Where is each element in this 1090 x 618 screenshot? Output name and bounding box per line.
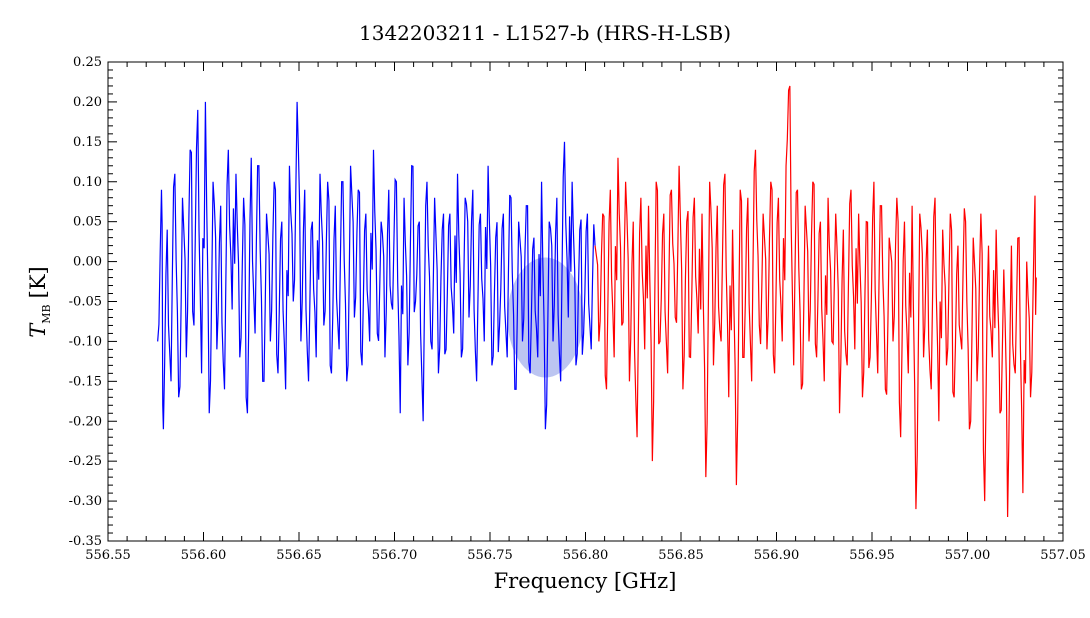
y-axis-label-unit: [K] bbox=[26, 266, 50, 298]
y-tick-label: 0.20 bbox=[73, 95, 102, 110]
x-tick-labels: 556.55 556.60 556.65 556.70 556.75 556.80 556.… bbox=[85, 548, 1086, 563]
x-tick-label: 556.70 bbox=[372, 548, 418, 563]
x-tick-label: 557.05 bbox=[1040, 548, 1086, 563]
series-line-0 bbox=[157, 101, 596, 430]
y-tick-label: -0.20 bbox=[69, 414, 102, 429]
y-tick-label: 0.00 bbox=[73, 255, 102, 270]
series-group bbox=[157, 85, 1037, 518]
x-tick-label: 556.95 bbox=[849, 548, 895, 563]
x-tick-label: 556.85 bbox=[658, 548, 704, 563]
x-tick-label: 556.80 bbox=[563, 548, 609, 563]
y-tick-label: -0.25 bbox=[69, 454, 102, 469]
y-tick-label: 0.15 bbox=[73, 135, 102, 150]
x-tick-label: 556.75 bbox=[467, 548, 513, 563]
series-line-1 bbox=[594, 85, 1037, 518]
x-axis-label: Frequency [GHz] bbox=[494, 569, 677, 593]
y-tick-labels: -0.35 -0.30 -0.25 -0.20 -0.15 -0.10 -0.05 0.00 0… bbox=[69, 55, 102, 549]
y-tick-label: -0.10 bbox=[69, 334, 102, 349]
plot-frame bbox=[107, 61, 1064, 542]
highlight-ellipse bbox=[507, 257, 584, 378]
y-tick-label: -0.30 bbox=[69, 494, 102, 509]
x-tick-label: 556.90 bbox=[754, 548, 800, 563]
x-tick-label: 556.60 bbox=[181, 548, 227, 563]
x-tick-label: 556.55 bbox=[85, 548, 131, 563]
y-axis-label: TMB [K] bbox=[26, 266, 53, 337]
x-tick-label: 556.65 bbox=[276, 548, 322, 563]
y-tick-label: -0.05 bbox=[69, 295, 102, 310]
y-tick-label: 0.10 bbox=[73, 175, 102, 190]
y-tick-label: 0.05 bbox=[73, 215, 102, 230]
x-tick-label: 557.00 bbox=[945, 548, 991, 563]
y-axis-label-sub: MB bbox=[40, 304, 53, 323]
highlight-blob bbox=[507, 257, 584, 378]
y-tick-label: 0.25 bbox=[73, 55, 102, 70]
y-tick-label: -0.35 bbox=[69, 534, 102, 549]
axes-group bbox=[107, 61, 1064, 542]
svg-text:TMB[K]: TMB [K] bbox=[26, 266, 53, 337]
y-axis-label-main: T bbox=[26, 322, 50, 338]
chart-title: 1342203211 - L1527-b (HRS-H-LSB) bbox=[359, 21, 731, 45]
y-tick-label: -0.15 bbox=[69, 374, 102, 389]
